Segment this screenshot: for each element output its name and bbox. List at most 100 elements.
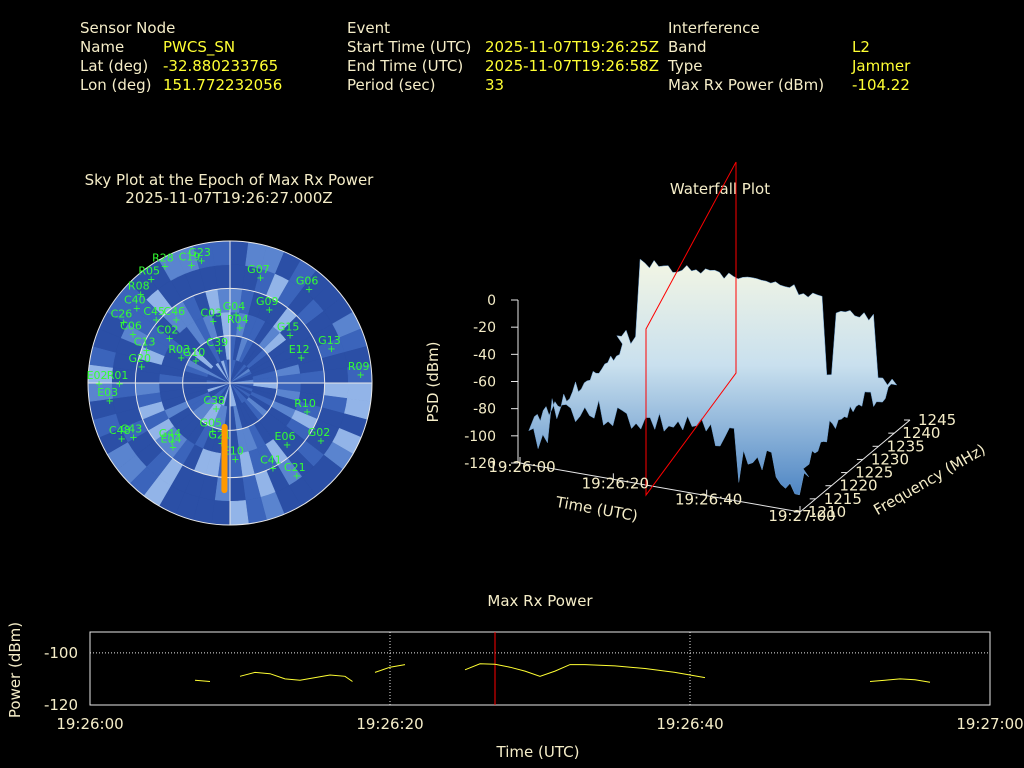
sensor-node-panel: Sensor Node Name PWCS_SN Lat (deg) -32.880… <box>80 19 282 95</box>
satellite-g44: +G44 <box>159 427 182 448</box>
satellite-label: G13 <box>318 334 341 347</box>
power-series-segment <box>464 663 706 679</box>
satellite-g20: +G20 <box>128 352 151 373</box>
satellite-label: E06 <box>275 430 296 443</box>
satellite-label: C21 <box>284 461 306 474</box>
interference-band-value: L2 <box>852 38 870 56</box>
sensor-lon-label: Lon (deg) <box>80 76 152 94</box>
event-end-label: End Time (UTC) <box>347 57 464 75</box>
satellite-g04: +G04 <box>223 300 246 321</box>
interference-band-label: Band <box>668 38 707 56</box>
satellite-c43: +C43 <box>121 423 143 444</box>
z-tick-label: -120 <box>464 456 496 472</box>
power-series-segment <box>194 679 211 682</box>
satellite-marker: + <box>356 370 364 381</box>
power-y-tick-label: -100 <box>44 644 78 662</box>
satellite-marker: + <box>209 426 217 437</box>
satellite-c46: +C46 <box>163 305 185 326</box>
sensor-name-label: Name <box>80 38 125 56</box>
sky-plot-subtitle: 2025-11-07T19:26:27.000Z <box>125 189 333 207</box>
event-panel: Event Start Time (UTC) 2025-11-07T19:26:2… <box>347 19 659 95</box>
time-tick-label: 19:26:00 <box>488 458 555 476</box>
satellite-e03: +E03 <box>97 386 118 407</box>
freq-tick-label: 1220 <box>839 477 877 495</box>
satellite-marker: + <box>169 442 177 453</box>
satellite-marker: + <box>165 333 173 344</box>
satellite-e06: +E06 <box>275 430 296 451</box>
sky-plot-title: Sky Plot at the Epoch of Max Rx Power 20… <box>40 171 418 207</box>
z-axis-label: PSD (dBm) <box>424 341 442 422</box>
satellite-label: R08 <box>128 280 150 293</box>
satellite-c40: +C40 <box>124 294 146 315</box>
satellite-marker: + <box>269 463 277 474</box>
waterfall-title: Waterfall Plot <box>669 180 771 198</box>
satellite-label: C19 <box>179 250 201 263</box>
interference-power-value: -104.22 <box>852 76 910 94</box>
satellite-marker: + <box>119 317 127 328</box>
interference-type-value: Jammer <box>852 57 911 75</box>
satellite-label: E10 <box>223 445 244 458</box>
satellite-label: C06 <box>120 320 142 333</box>
satellite-c45: +C45 <box>143 305 165 326</box>
satellite-marker: + <box>172 315 180 326</box>
satellite-r05: +R05 <box>138 264 160 285</box>
satellite-marker: + <box>152 315 160 326</box>
power-y-axis-label: Power (dBm) <box>6 622 24 718</box>
satellite-r09: +R09 <box>348 360 370 381</box>
freq-tick-label: 1245 <box>918 411 956 429</box>
satellite-label: G44 <box>159 427 182 440</box>
satellite-label: R09 <box>348 360 370 373</box>
sensor-lon-value: 151.772232056 <box>163 76 283 94</box>
z-tick-label: 0 <box>487 293 496 309</box>
satellite-r28: +R28 <box>152 252 174 273</box>
time-tick-label: 19:26:20 <box>582 474 649 492</box>
z-tick-label: -40 <box>473 347 496 363</box>
satellite-marker: + <box>115 379 123 390</box>
z-tick-label: -60 <box>473 375 496 391</box>
satellite-label: R05 <box>138 264 160 277</box>
satellite-marker: + <box>192 356 200 367</box>
satellite-marker: + <box>168 437 176 448</box>
power-y-tick-label: -120 <box>44 696 78 714</box>
satellite-label: G04 <box>223 300 246 313</box>
satellite-label: G05 <box>199 416 222 429</box>
z-tick-label: -100 <box>464 429 496 445</box>
interference-type-label: Type <box>668 57 703 75</box>
satellite-r01: +R01 <box>107 369 129 390</box>
satellite-label: R28 <box>152 252 174 265</box>
sensor-name-value: PWCS_SN <box>163 38 236 56</box>
satellite-label: R03 <box>168 343 190 356</box>
satellite-r10: +R10 <box>294 397 316 418</box>
satellite-label: C40 <box>124 294 146 307</box>
satellite-label: C39 <box>206 336 228 349</box>
satellite-label: R10 <box>294 397 316 410</box>
satellite-label: C03 <box>200 307 222 320</box>
satellite-g15: +G15 <box>277 320 300 341</box>
satellite-e04: +E04 <box>161 432 182 453</box>
satellite-label: E12 <box>289 343 310 356</box>
satellite-g05: +G05 <box>199 416 222 437</box>
freq-tick-label: 1225 <box>855 464 893 482</box>
power-x-tick-label: 19:26:40 <box>656 715 723 733</box>
freq-tick-label: 1230 <box>871 450 909 468</box>
satellite-label: C45 <box>143 305 165 318</box>
satellite-c38: +C38 <box>203 394 225 415</box>
satellite-label: E03 <box>97 386 118 399</box>
satellite-marker: + <box>212 404 220 415</box>
satellite-marker: + <box>283 440 291 451</box>
satellite-label: G23 <box>188 246 211 259</box>
satellite-marker: + <box>161 262 169 273</box>
satellite-label: G09 <box>256 295 279 308</box>
interference-power-label: Max Rx Power (dBm) <box>668 76 825 94</box>
satellite-label: G10 <box>183 346 206 359</box>
z-tick-label: -80 <box>473 402 496 418</box>
satellite-marker: + <box>129 433 137 444</box>
satellite-marker: + <box>147 274 155 285</box>
sky-plot-title-text: Sky Plot at the Epoch of Max Rx Power <box>84 171 374 189</box>
satellite-marker: + <box>95 379 103 390</box>
event-period-label: Period (sec) <box>347 76 436 94</box>
satellite-label: C13 <box>134 335 156 348</box>
satellite-label: E02 <box>87 369 108 382</box>
satellite-c39: +C39 <box>206 336 228 357</box>
satellite-marker: + <box>137 290 145 301</box>
